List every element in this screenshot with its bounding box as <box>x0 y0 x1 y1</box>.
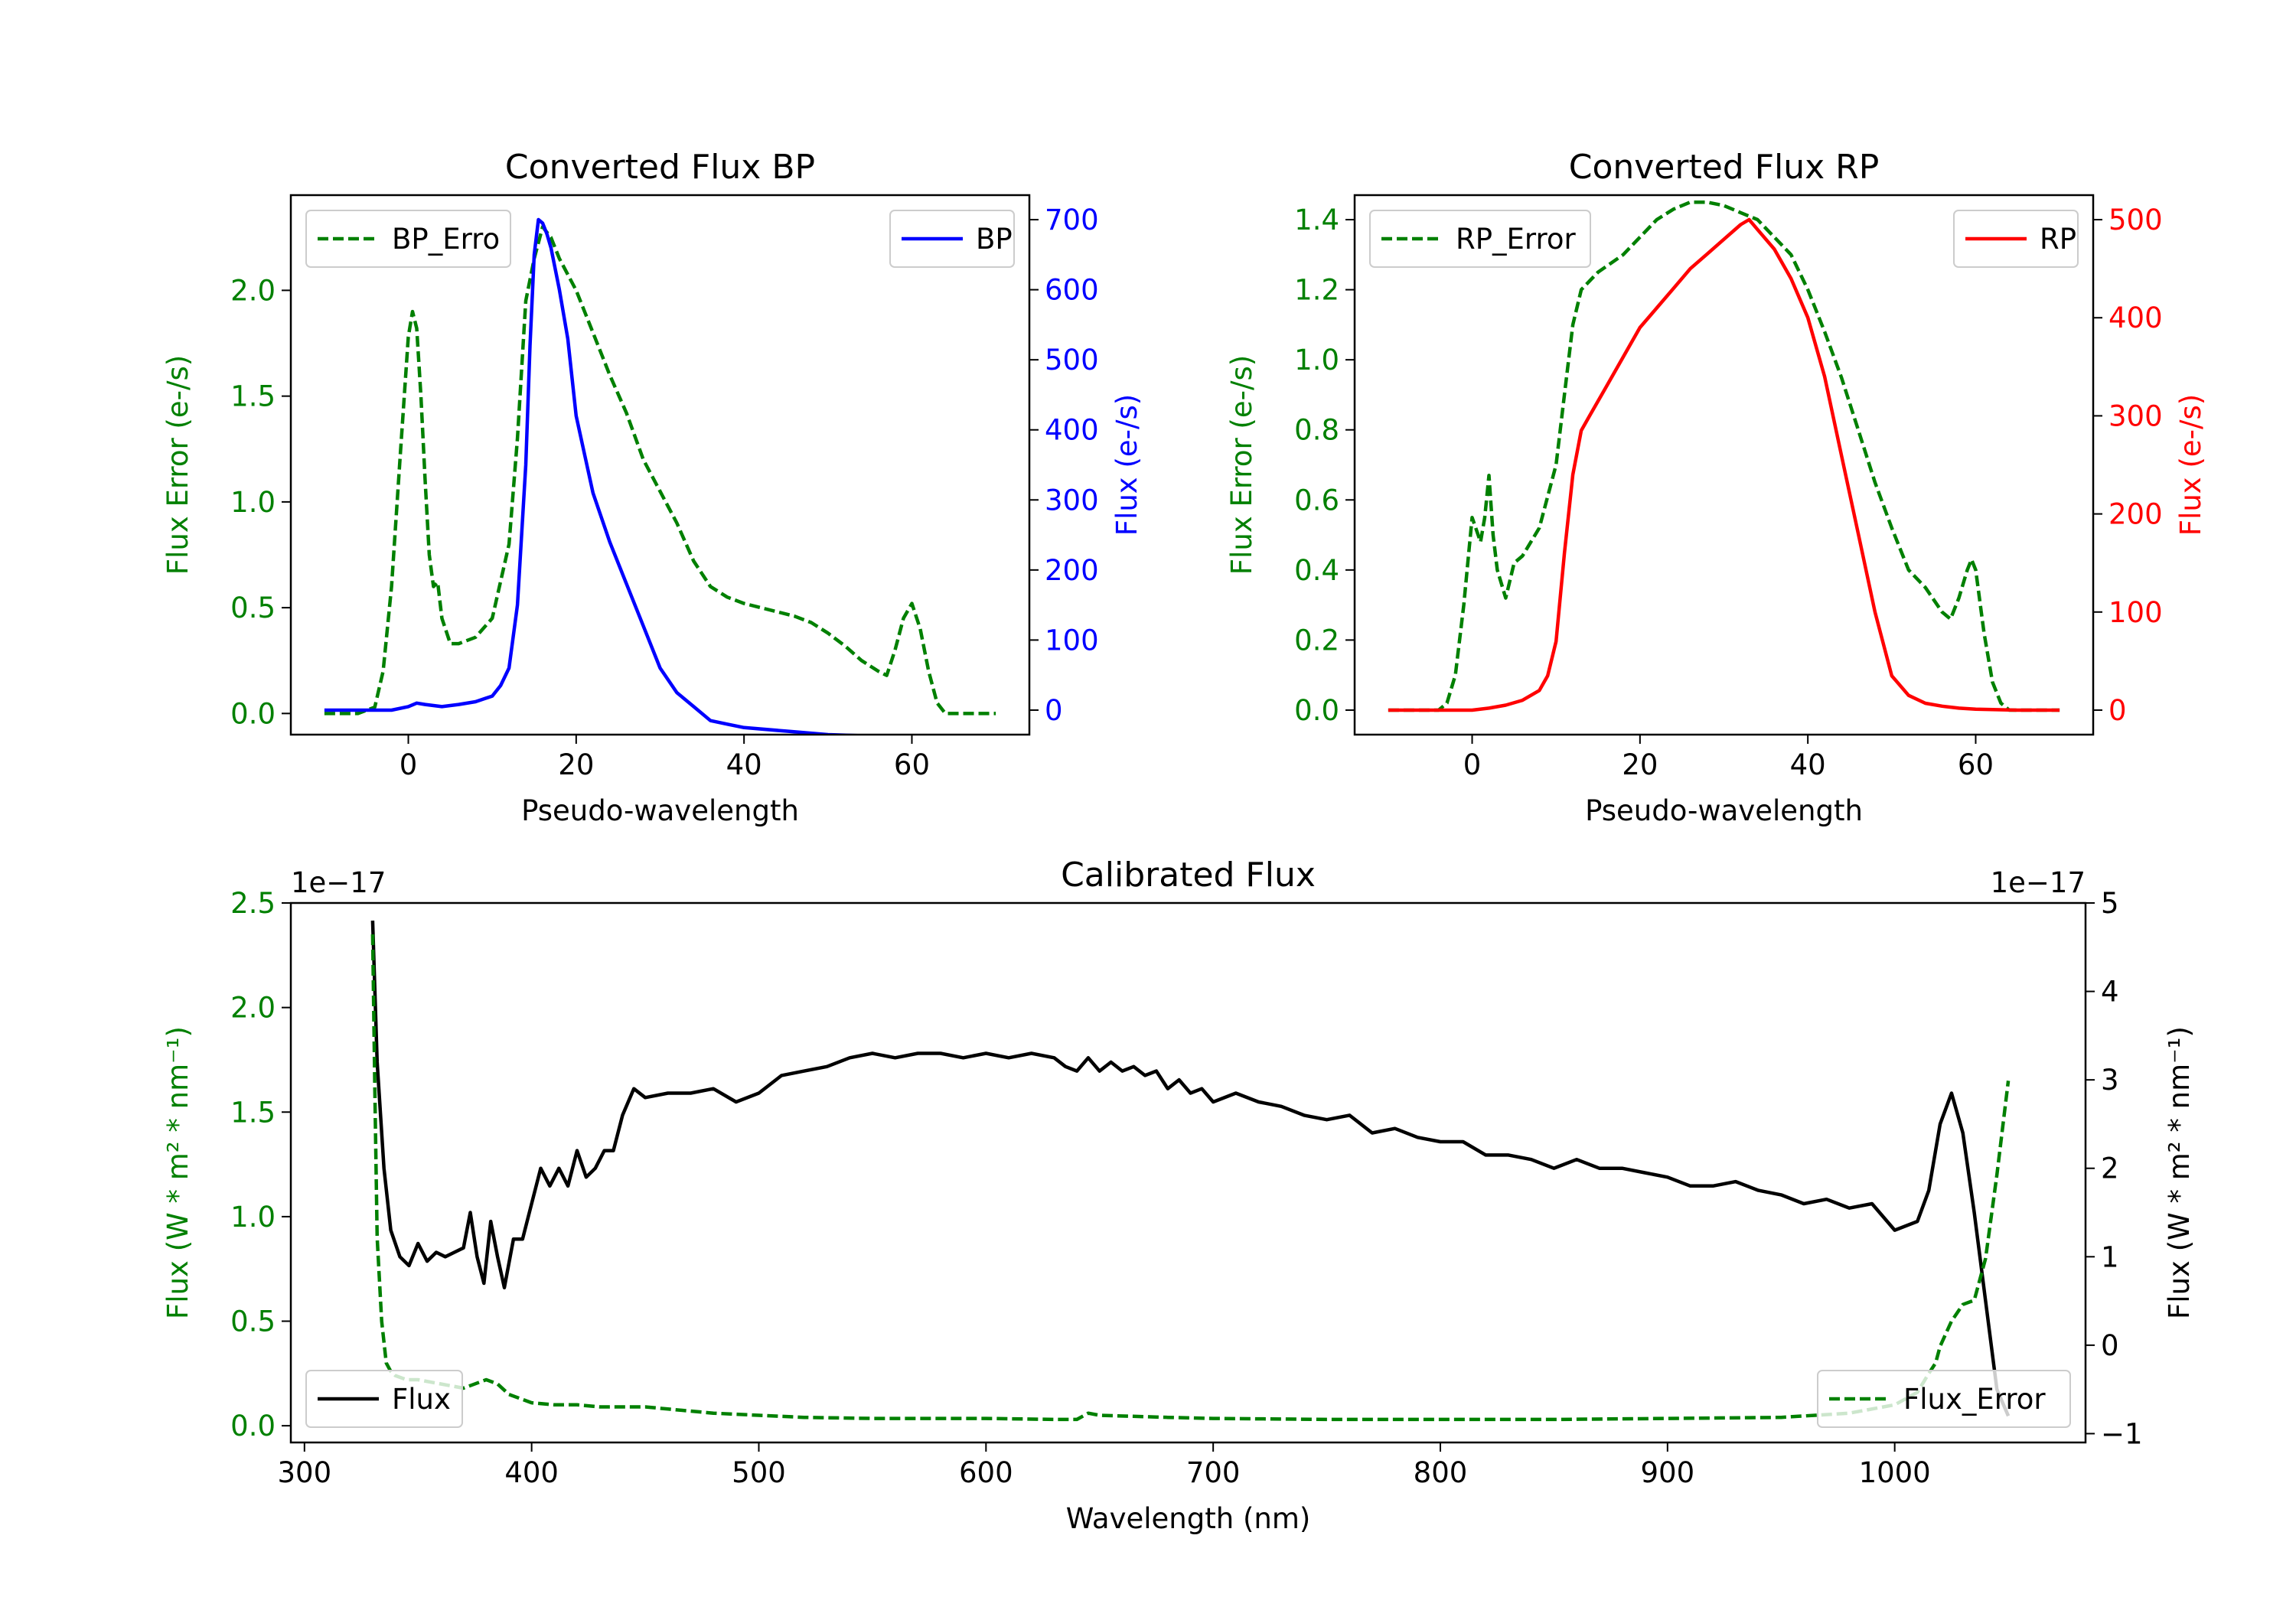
y-left-axis-label: Flux Error (e-/s) <box>1225 355 1258 575</box>
y-right-tick-label: 0 <box>2101 1329 2119 1362</box>
y-right-tick-label: 400 <box>1045 414 1099 447</box>
series-line-rp-error <box>1388 200 2060 712</box>
legend-label: Flux <box>392 1383 451 1416</box>
y-left-axis-label: Flux (W * m² * nm⁻¹) <box>161 1026 194 1319</box>
y-left-tick-label: 1.5 <box>230 1096 276 1129</box>
y-right-tick-label: 1 <box>2101 1240 2119 1273</box>
y-left-tick-label: 1.5 <box>230 380 276 413</box>
y-right-tick-label: 500 <box>1045 344 1099 376</box>
y-left-axis-label: Flux Error (e-/s) <box>161 355 194 575</box>
x-tick-label: 60 <box>894 748 930 781</box>
x-tick-label: 500 <box>732 1456 786 1489</box>
plot-frame <box>289 194 1031 736</box>
legend-label: BP <box>976 223 1013 256</box>
y-right-tick-label: 200 <box>2108 498 2163 531</box>
y-left-tick-label: 0.6 <box>1294 484 1339 517</box>
x-tick-label: 700 <box>1186 1456 1241 1489</box>
x-tick-label: 20 <box>1622 748 1658 781</box>
legend-flux: Flux <box>305 1370 463 1428</box>
legend-box <box>305 1370 463 1428</box>
series-line-flux <box>370 921 2011 1417</box>
plot-frame <box>1353 194 2095 736</box>
y-right-tick-label: 100 <box>1045 624 1099 657</box>
series-line-bp-error <box>324 225 996 715</box>
legend-label: BP_Erro <box>392 223 500 256</box>
y-right-tick-label: 2 <box>2101 1152 2119 1185</box>
y-left-tick-label: 0.0 <box>230 697 276 730</box>
y-left-tick-label: 2.0 <box>230 274 276 307</box>
x-tick-label: 60 <box>1958 748 1994 781</box>
legend-rp-error: RP_Error <box>1369 210 1591 268</box>
y-right-axis-label: Flux (e-/s) <box>1110 394 1143 536</box>
x-tick-label: 40 <box>726 748 762 781</box>
x-axis-label: Wavelength (nm) <box>1066 1502 1311 1535</box>
series-line-rp <box>1388 217 2060 712</box>
chart-title: Converted Flux RP <box>1569 148 1880 187</box>
y-right-axis-label: Flux (e-/s) <box>2174 394 2207 536</box>
y-right-tick-label: 0 <box>1045 694 1063 727</box>
y-right-tick-label: 700 <box>1045 204 1099 236</box>
series-line-bp <box>324 217 892 735</box>
x-axis-label: Pseudo-wavelength <box>521 794 799 827</box>
chart-bp: 0 20 40 60 0.0 0.5 1.0 1.5 2.0 0 100 200 300 400 500 60… <box>161 148 1143 827</box>
y-right-offset-text: 1e−17 <box>1991 866 2086 899</box>
x-axis-label: Pseudo-wavelength <box>1585 794 1863 827</box>
y-left-tick-label: 0.5 <box>230 1305 276 1338</box>
y-right-tick-label: 600 <box>1045 274 1099 307</box>
y-right-tick-label: 100 <box>2108 596 2163 629</box>
y-right-tick-label: 4 <box>2101 976 2119 1009</box>
y-left-tick-label: 0.5 <box>230 592 276 624</box>
legend-label: RP_Error <box>1456 223 1576 256</box>
legend-flux-error: Flux_Error <box>1817 1370 2071 1428</box>
x-tick-label: 300 <box>277 1456 331 1489</box>
y-left-offset-text: 1e−17 <box>291 866 386 899</box>
y-left-tick-label: 1.0 <box>230 486 276 519</box>
y-left-tick-label: 0.0 <box>1294 694 1339 727</box>
y-left-tick-label: 1.0 <box>230 1201 276 1234</box>
x-tick-label: 20 <box>558 748 594 781</box>
legend-box <box>305 210 511 268</box>
y-left-tick-label: 2.5 <box>230 887 276 920</box>
legend-label: RP <box>2040 223 2076 256</box>
legend-bp: BP <box>889 210 1015 268</box>
y-left-tick-label: 0.2 <box>1294 624 1339 657</box>
x-tick-label: 0 <box>400 748 418 781</box>
y-right-tick-label: −1 <box>2101 1417 2143 1450</box>
y-right-axis-label: Flux (W * m² * nm⁻¹) <box>2163 1026 2196 1319</box>
y-right-tick-label: 400 <box>2108 302 2163 334</box>
y-left-tick-label: 1.2 <box>1294 274 1339 307</box>
y-left-tick-label: 0.0 <box>230 1410 276 1442</box>
legend-label: Flux_Error <box>1903 1383 2046 1416</box>
y-left-tick-label: 1.4 <box>1294 204 1339 236</box>
y-right-tick-label: 300 <box>2108 399 2163 432</box>
y-left-tick-label: 2.0 <box>230 992 276 1025</box>
legend-rp: RP <box>1953 210 2079 268</box>
chart-calibrated: 300 400 500 600 700 800 900 1000 0.0 0.5 1.0 1.5 2.0… <box>161 856 2196 1535</box>
plot-frame <box>289 901 2087 1444</box>
x-tick-label: 40 <box>1790 748 1826 781</box>
y-left-tick-label: 0.8 <box>1294 414 1339 447</box>
legend-bp-error: BP_Erro <box>305 210 511 268</box>
x-tick-label: 900 <box>1641 1456 1695 1489</box>
x-tick-label: 0 <box>1463 748 1482 781</box>
x-tick-label: 600 <box>959 1456 1013 1489</box>
y-left-tick-label: 0.4 <box>1294 554 1339 587</box>
y-right-tick-label: 500 <box>2108 204 2163 236</box>
y-right-tick-label: 200 <box>1045 554 1099 587</box>
chart-title: Converted Flux BP <box>505 148 815 187</box>
legend-box <box>1817 1370 2071 1428</box>
y-right-tick-label: 5 <box>2101 887 2119 920</box>
chart-rp: 0 20 40 60 0.0 0.2 0.4 0.6 0.8 1.0 1.2 1.4 0 100 200 30… <box>1225 148 2207 827</box>
legend-box <box>1369 210 1591 268</box>
x-tick-label: 1000 <box>1859 1456 1931 1489</box>
x-tick-label: 400 <box>504 1456 559 1489</box>
x-tick-label: 800 <box>1414 1456 1468 1489</box>
y-right-tick-label: 300 <box>1045 484 1099 517</box>
y-right-tick-label: 3 <box>2101 1064 2119 1097</box>
y-left-tick-label: 1.0 <box>1294 344 1339 376</box>
y-right-tick-label: 0 <box>2108 694 2127 727</box>
chart-title: Calibrated Flux <box>1061 856 1316 895</box>
